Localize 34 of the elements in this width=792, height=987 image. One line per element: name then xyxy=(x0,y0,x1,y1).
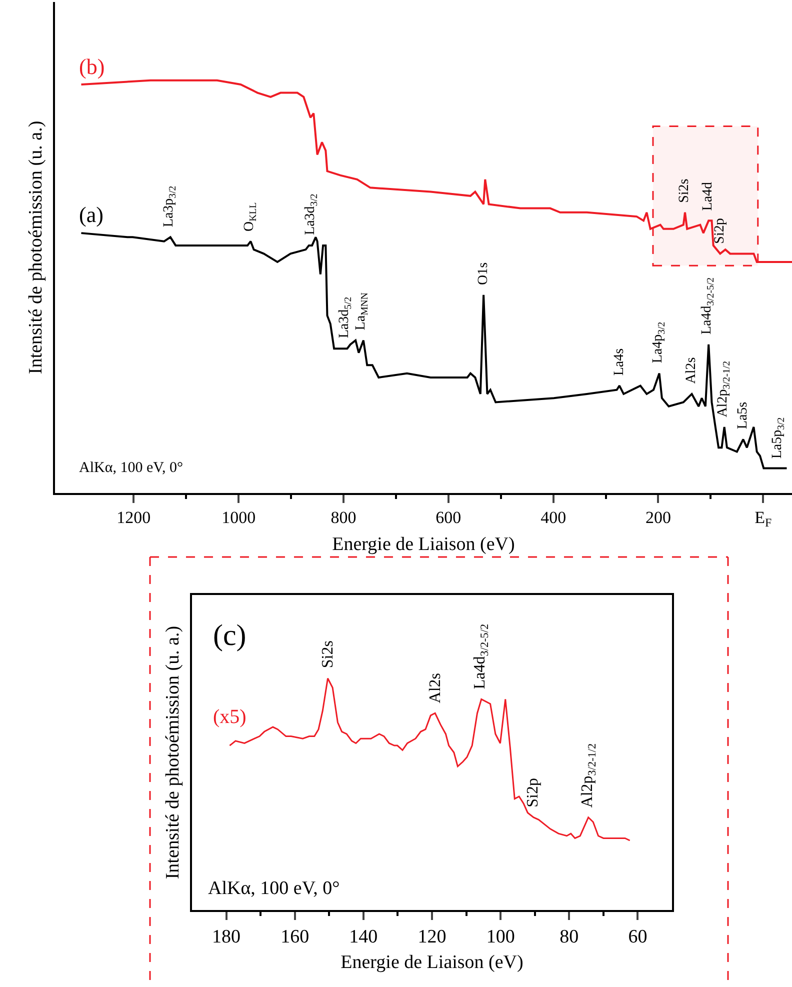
series-label: (x5) xyxy=(213,706,246,728)
annotation: La5s xyxy=(735,402,750,430)
series-label: (b) xyxy=(79,54,105,79)
annotation: Si2s xyxy=(677,178,692,203)
annotation: Si2s xyxy=(319,640,336,668)
x-axis-title: Energie de Liaison (eV) xyxy=(332,534,515,556)
x-tick-label: 60 xyxy=(628,926,648,948)
x-tick-label: 180 xyxy=(212,926,241,948)
y-axis-title: Intensité de photoémission (u. a.) xyxy=(26,120,47,374)
series-label: (a) xyxy=(79,202,104,227)
annotation: La4s xyxy=(612,348,628,376)
x-tick-label: 1000 xyxy=(222,508,256,528)
annotation: La4d xyxy=(700,182,716,211)
x-tick-label: E$_{F}$ xyxy=(754,508,772,530)
annotation: AlKα, 100 eV, 0° xyxy=(208,878,340,899)
text: (c) xyxy=(213,619,246,652)
x-tick-label: 400 xyxy=(540,508,566,528)
x-tick-label: 200 xyxy=(645,508,671,528)
x-tick-label: 160 xyxy=(280,926,310,948)
x-tick-label: 80 xyxy=(560,926,579,948)
x-tick-label: 100 xyxy=(486,926,515,948)
x-tick-label: 600 xyxy=(436,508,462,528)
annotation: Si2p xyxy=(524,778,542,808)
x-axis-title: Energie de Liaison (eV) xyxy=(340,952,524,973)
x-tick-label: 800 xyxy=(330,508,356,528)
annotation: AlKα, 100 eV, 0° xyxy=(79,460,183,476)
annotation: Al2s xyxy=(426,672,444,704)
x-tick-label: 1200 xyxy=(116,508,151,528)
x-tick-label: 120 xyxy=(418,926,446,948)
x-tick-label: 140 xyxy=(349,926,378,948)
y-axis-title: Intensité de photoémission (u. a.) xyxy=(162,626,184,880)
annotation: Si2p xyxy=(712,218,728,244)
annotation: O1s xyxy=(476,262,492,286)
annotation: Al2s xyxy=(684,357,699,384)
